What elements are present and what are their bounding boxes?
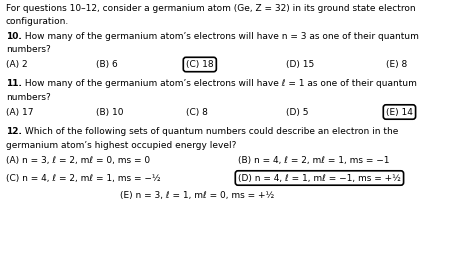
Text: (C) n = 4, ℓ = 2, mℓ = 1, ms = −½: (C) n = 4, ℓ = 2, mℓ = 1, ms = −½ <box>6 173 161 182</box>
Text: (E) n = 3, ℓ = 1, mℓ = 0, ms = +½: (E) n = 3, ℓ = 1, mℓ = 0, ms = +½ <box>120 191 274 200</box>
Text: (B) n = 4, ℓ = 2, mℓ = 1, ms = −1: (B) n = 4, ℓ = 2, mℓ = 1, ms = −1 <box>238 156 390 165</box>
Text: (A) n = 3, ℓ = 2, mℓ = 0, ms = 0: (A) n = 3, ℓ = 2, mℓ = 0, ms = 0 <box>6 156 150 165</box>
Text: 10.: 10. <box>6 32 22 41</box>
Text: numbers?: numbers? <box>6 45 51 54</box>
Text: 11.: 11. <box>6 79 22 88</box>
Text: (A) 2: (A) 2 <box>6 60 27 69</box>
Text: (D) n = 4, ℓ = 1, mℓ = −1, ms = +½: (D) n = 4, ℓ = 1, mℓ = −1, ms = +½ <box>238 173 401 182</box>
Text: (A) 17: (A) 17 <box>6 107 34 116</box>
Text: (B) 10: (B) 10 <box>96 107 124 116</box>
Text: configuration.: configuration. <box>6 17 69 26</box>
Text: germanium atom’s highest occupied energy level?: germanium atom’s highest occupied energy… <box>6 141 237 150</box>
Text: (D) 15: (D) 15 <box>286 60 314 69</box>
Text: How many of the germanium atom’s electrons will have n = 3 as one of their quant: How many of the germanium atom’s electro… <box>22 32 419 41</box>
Text: (B) 6: (B) 6 <box>96 60 118 69</box>
Text: How many of the germanium atom’s electrons will have ℓ = 1 as one of their quant: How many of the germanium atom’s electro… <box>22 79 417 88</box>
Text: (D) 5: (D) 5 <box>286 107 309 116</box>
Text: (C) 8: (C) 8 <box>186 107 208 116</box>
Text: (E) 8: (E) 8 <box>386 60 407 69</box>
Text: For questions 10–12, consider a germanium atom (Ge, Z = 32) in its ground state : For questions 10–12, consider a germaniu… <box>6 4 416 13</box>
Text: 12.: 12. <box>6 127 22 136</box>
Text: (C) 18: (C) 18 <box>186 60 214 69</box>
Text: Which of the following sets of quantum numbers could describe an electron in the: Which of the following sets of quantum n… <box>22 127 398 136</box>
Text: (E) 14: (E) 14 <box>386 107 413 116</box>
Text: numbers?: numbers? <box>6 93 51 102</box>
